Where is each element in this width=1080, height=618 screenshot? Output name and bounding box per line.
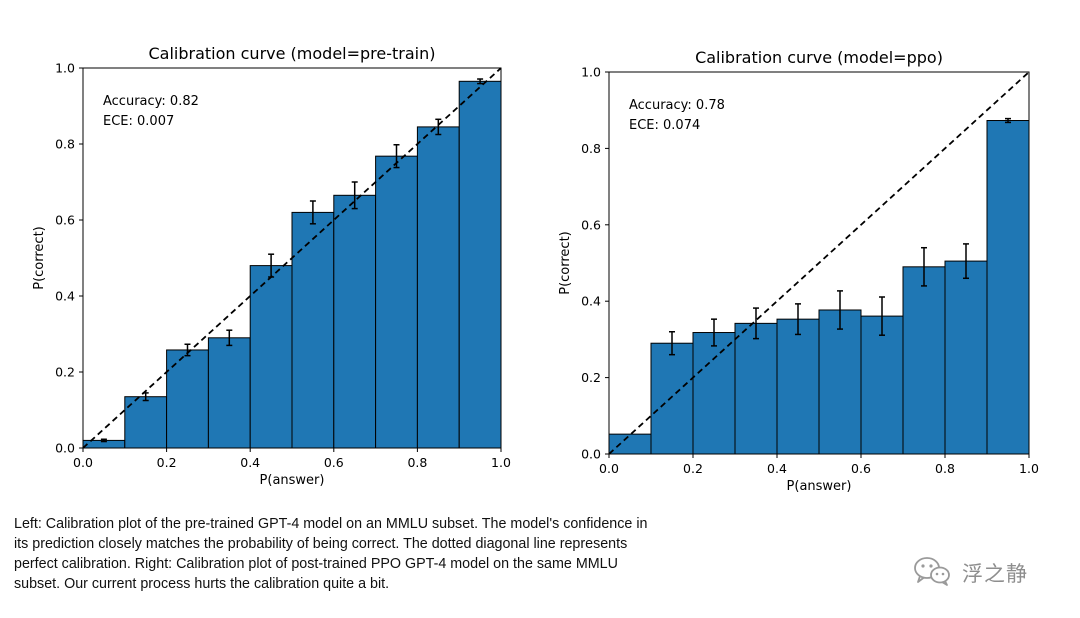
- y-tick-label: 0.0: [55, 441, 75, 456]
- bar: [608, 433, 652, 455]
- y-tick-label: 0.8: [55, 137, 75, 152]
- bar: [249, 265, 293, 449]
- y-tick-label: 0.4: [581, 294, 601, 309]
- watermark-text: 浮之静: [962, 562, 1028, 586]
- x-tick-label: 0.0: [599, 461, 619, 476]
- y-axis-label: P(correct): [32, 226, 47, 290]
- y-tick-label: 1.0: [581, 65, 601, 80]
- y-tick-label: 0.2: [581, 370, 601, 385]
- x-tick-label: 0.0: [73, 455, 93, 470]
- bar: [166, 349, 209, 449]
- plot-frame: [608, 71, 1030, 455]
- calibration-chart-ppo: 0.0 0.2 0.4 0.6 0.8 1.0 0.0 0.2 0.4 0.6 0.8 1.0 Cali…: [558, 48, 1039, 494]
- figure-caption: Left: Calibration plot of the pre-traine…: [14, 516, 648, 592]
- bar: [902, 266, 946, 455]
- bar: [944, 260, 988, 455]
- chart-title: Calibration curve (model=ppo): [695, 48, 943, 67]
- x-axis-label: P(answer): [260, 473, 325, 488]
- bar: [333, 194, 377, 449]
- bar: [692, 332, 736, 455]
- watermark: 浮之静: [912, 556, 1028, 590]
- y-tick-label: 0.2: [55, 365, 75, 380]
- bar: [818, 309, 862, 455]
- x-tick-label: 0.8: [407, 455, 427, 470]
- bar: [207, 337, 251, 449]
- chart-title: Calibration curve (model=pre-train): [148, 44, 435, 63]
- x-tick-label: 0.6: [851, 461, 871, 476]
- bar: [458, 80, 502, 449]
- y-tick-label: 0.8: [581, 141, 601, 156]
- bar: [776, 318, 820, 455]
- accuracy-annotation: Accuracy: 0.78: [629, 98, 725, 113]
- perfect-calibration-line: [608, 71, 1030, 455]
- x-tick-label: 0.2: [157, 455, 177, 470]
- y-tick-label: 0.6: [55, 213, 75, 228]
- y-tick-label: 1.0: [55, 61, 75, 76]
- ece-annotation: ECE: 0.074: [629, 118, 700, 133]
- y-tick-label: 0.4: [55, 289, 75, 304]
- bar: [734, 322, 778, 455]
- perfect-calibration-line: [82, 67, 502, 449]
- y-tick-label: 0.0: [581, 447, 601, 462]
- y-tick-label: 0.6: [581, 217, 601, 232]
- bar: [291, 211, 335, 449]
- bar: [860, 315, 904, 455]
- plot-frame: [82, 67, 502, 449]
- calibration-chart-pretrain: 0.0 0.2 0.4 0.6 0.8 1.0 0.0 0.2 0.4 0.6 0.8 1.0 Cali…: [32, 44, 511, 488]
- wechat-icon: [912, 555, 952, 591]
- x-tick-label: 0.4: [240, 455, 260, 470]
- x-tick-label: 0.6: [324, 455, 344, 470]
- bar: [375, 155, 418, 449]
- bar: [416, 126, 460, 449]
- x-tick-label: 0.8: [935, 461, 955, 476]
- ece-annotation: ECE: 0.007: [103, 114, 174, 129]
- x-tick-label: 1.0: [491, 455, 511, 470]
- x-tick-label: 1.0: [1019, 461, 1039, 476]
- accuracy-annotation: Accuracy: 0.82: [103, 94, 199, 109]
- x-axis-label: P(answer): [787, 479, 852, 494]
- x-tick-label: 0.4: [767, 461, 787, 476]
- x-tick-label: 0.2: [683, 461, 703, 476]
- bar: [650, 342, 694, 455]
- y-axis-label: P(correct): [558, 231, 573, 295]
- bar: [986, 120, 1030, 455]
